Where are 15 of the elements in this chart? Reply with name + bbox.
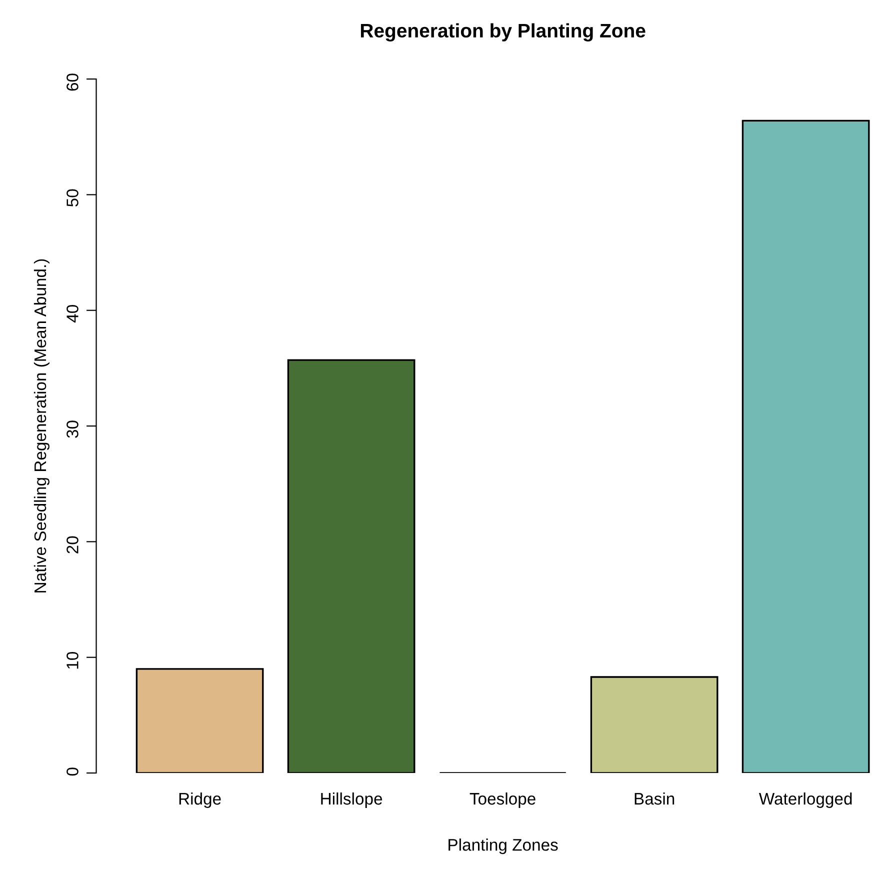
y-tick-label: 50 xyxy=(66,189,78,207)
x-tick-label: Waterlogged xyxy=(758,792,852,808)
y-tick-label: 20 xyxy=(66,536,78,554)
chart-title: Regeneration by Planting Zone xyxy=(360,23,646,42)
x-tick-label: Basin xyxy=(634,792,674,805)
x-tick-label: Toeslope xyxy=(470,792,536,808)
y-tick-label: 60 xyxy=(66,74,78,91)
y-axis-title: Native Seedling Regeneration (Mean Abund.) xyxy=(34,259,50,592)
y-tick-label: 10 xyxy=(66,652,78,669)
y-tick-label: 30 xyxy=(66,420,78,438)
x-tick-label: Hillslope xyxy=(321,792,382,808)
x-tick-label: Ridge xyxy=(179,792,221,808)
y-tick-label: 0 xyxy=(66,768,78,776)
y-tick-label: 40 xyxy=(66,304,78,322)
x-axis-title: Planting Zones xyxy=(448,838,558,854)
